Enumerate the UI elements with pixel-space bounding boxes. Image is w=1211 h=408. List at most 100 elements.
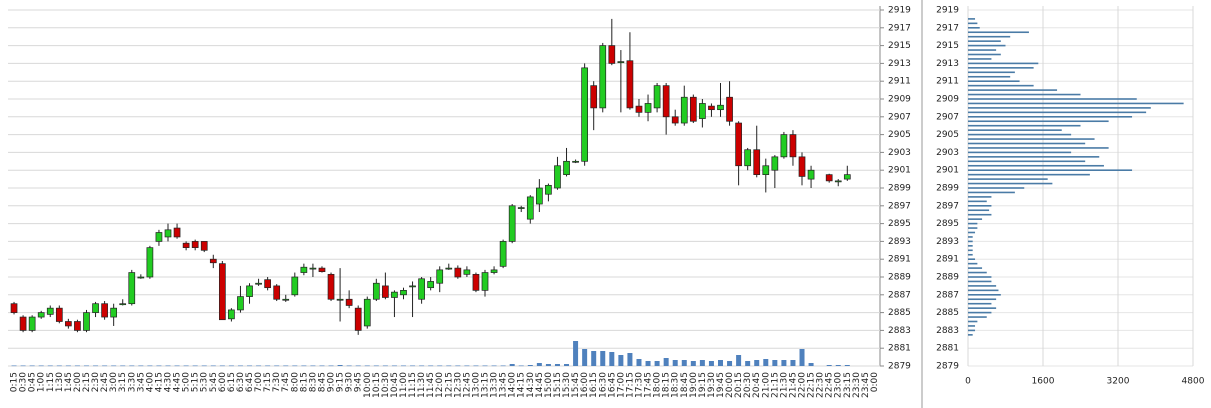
volume-bar (654, 361, 660, 366)
volume-bar (410, 365, 416, 367)
candle-body (689, 96, 697, 122)
profile-bar (968, 285, 997, 287)
volume-bar (328, 365, 334, 367)
profile-bar (968, 200, 987, 203)
profile-bar (968, 84, 1034, 87)
candle-body (363, 298, 371, 327)
volume-bar (283, 365, 289, 367)
candle-body (218, 263, 226, 321)
x-tick-label: 0:00 (870, 372, 880, 392)
candle-body (617, 61, 625, 63)
profile-bar (968, 53, 1001, 56)
y-tick-label: 2889 (888, 273, 911, 283)
volume-bar (681, 360, 687, 366)
profile-bar (968, 89, 1058, 91)
volume-bar (65, 365, 71, 367)
volume-bar (518, 365, 524, 367)
profile-bar (968, 334, 973, 336)
x-tick-label: 6:30 (236, 372, 246, 392)
profile-bar (968, 329, 976, 332)
candle-body (834, 180, 842, 183)
x-tick-label: 19:15 (698, 372, 708, 398)
volume-bar (717, 360, 723, 366)
volume-bar (573, 341, 579, 366)
x-tick-label: 8:45 (317, 372, 327, 392)
volume-bar (391, 365, 397, 367)
candle-body (843, 174, 851, 180)
x-tick-label: 8:15 (299, 372, 309, 392)
volume-bar (20, 365, 26, 367)
candle-body (182, 242, 190, 248)
profile-bar (968, 276, 992, 278)
volume-bar (799, 349, 805, 366)
profile-bar (968, 298, 997, 301)
volume-bar (437, 365, 443, 367)
candle-body (526, 196, 534, 220)
x-tick-label: 15:00 (544, 372, 554, 398)
x-tick-label: 0:15 (10, 372, 20, 392)
x-tick-label: 17:45 (644, 372, 654, 398)
profile-bar (968, 18, 976, 20)
y-tick-label: 2905 (936, 130, 959, 140)
x-tick-label: 15:45 (571, 372, 581, 398)
profile-bar (968, 325, 976, 327)
x-tick-label: 0 (965, 377, 971, 387)
profile-bar (968, 44, 1006, 47)
x-tick-label: 14:15 (517, 372, 527, 398)
x-tick-label: 13:15 (481, 372, 491, 398)
candle-body (499, 241, 507, 267)
x-tick-label: 16:45 (607, 372, 617, 398)
volume-bar (663, 358, 669, 366)
volume-bar (808, 363, 814, 366)
candle-body (300, 266, 308, 273)
profile-bar (968, 133, 1072, 136)
x-tick-label: 19:00 (689, 372, 699, 398)
volume-bar (247, 365, 253, 367)
x-tick-label: 10:00 (363, 372, 373, 398)
profile-bar (968, 178, 1048, 180)
y-tick-label: 2883 (936, 326, 959, 336)
volume-bar (256, 365, 262, 367)
candle-body (825, 174, 833, 182)
volume-bar (772, 360, 778, 366)
profile-bar (968, 27, 980, 29)
y-tick-label: 2897 (936, 201, 959, 211)
profile-bar (968, 262, 978, 265)
x-tick-label: 5:45 (209, 372, 219, 392)
candle-body (28, 316, 36, 331)
volume-bar (618, 355, 624, 366)
x-tick-label: 3:30 (127, 372, 137, 392)
profile-bar (968, 138, 1095, 140)
y-tick-label: 2891 (936, 255, 959, 265)
profile-bar (968, 302, 992, 305)
profile-bar (968, 129, 1062, 131)
y-tick-label: 2887 (936, 290, 959, 300)
x-tick-label: 0:30 (19, 372, 29, 392)
profile-bar (968, 67, 1034, 69)
x-tick-label: 8:30 (308, 372, 318, 392)
candle-body (200, 241, 208, 251)
volume-bar (400, 365, 406, 367)
volume-bar (500, 365, 506, 367)
y-tick-label: 2899 (888, 184, 911, 194)
volume-bar (609, 352, 615, 366)
candle-body (789, 134, 797, 158)
x-tick-label: 15:30 (562, 372, 572, 398)
x-tick-label: 11:00 (399, 372, 409, 398)
x-tick-label: 23:00 (834, 372, 844, 398)
volume-bar (102, 365, 108, 367)
volume-bar (790, 360, 796, 366)
y-tick-label: 2889 (936, 273, 959, 283)
volume-bar (509, 364, 515, 366)
profile-bar (968, 307, 997, 309)
profile-bar (968, 213, 992, 216)
candle-body (264, 279, 271, 289)
volume-bar (781, 360, 787, 366)
y-tick-label: 2903 (936, 148, 959, 158)
candle-body (726, 96, 733, 122)
candle-body (626, 60, 634, 109)
x-tick-label: 2:45 (100, 372, 110, 392)
y-tick-label: 2913 (888, 59, 911, 69)
volume-bar (690, 361, 696, 366)
